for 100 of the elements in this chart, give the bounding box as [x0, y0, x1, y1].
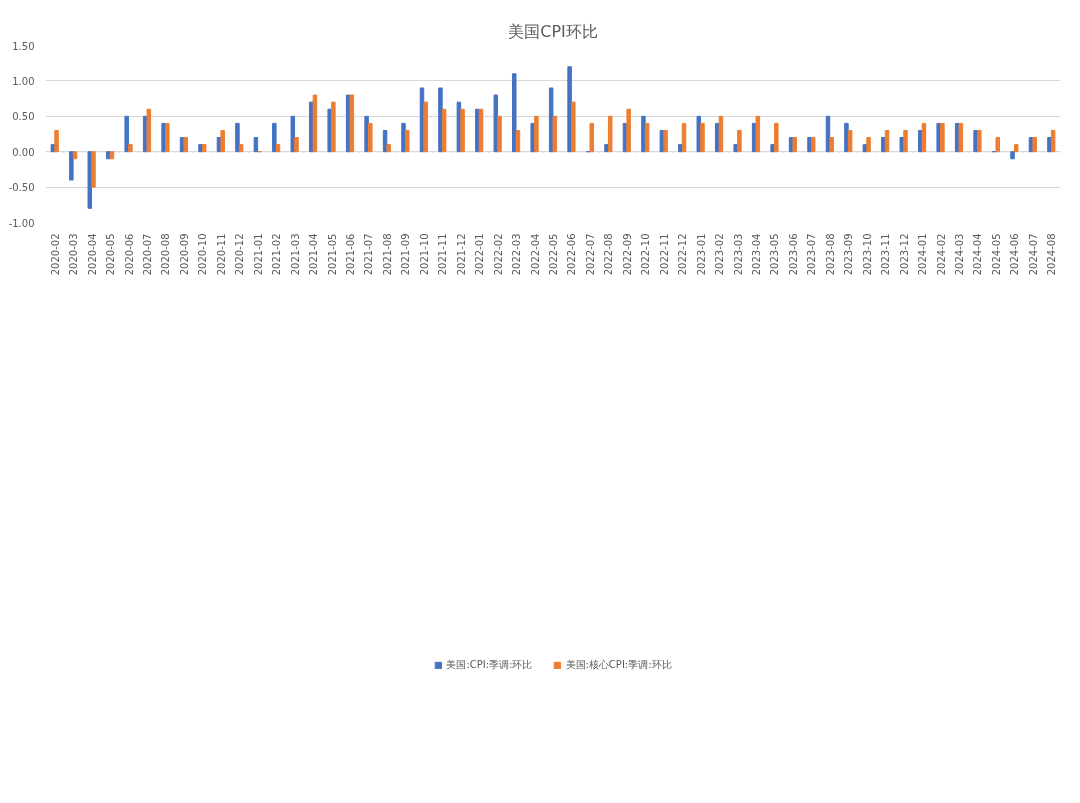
bar	[87, 151, 93, 209]
x-tick-label: 2023-04	[751, 233, 762, 276]
bar	[438, 87, 443, 153]
x-tick-label: 2022-06	[566, 233, 578, 276]
bar	[91, 151, 96, 188]
legend-label: 美国:CPI:季调:环比	[446, 657, 533, 672]
bar	[903, 129, 908, 153]
bar	[626, 108, 631, 153]
x-tick-label: 2020-08	[160, 233, 172, 276]
x-tick-label: 2020-07	[142, 233, 153, 276]
x-tick-label: 2023-10	[861, 233, 873, 276]
y-tick-label: 1.00	[12, 75, 35, 87]
bar	[511, 73, 517, 153]
bar	[423, 101, 428, 153]
x-tick-label: 2024-06	[1009, 233, 1021, 276]
bar	[737, 129, 742, 153]
x-tick-label: 2023-11	[880, 233, 892, 276]
bar	[105, 151, 111, 160]
bar	[124, 115, 129, 153]
bar	[493, 94, 499, 153]
bar	[235, 122, 240, 153]
bar	[290, 115, 296, 153]
bar	[72, 151, 78, 160]
x-tick-label: 2020-04	[86, 233, 98, 276]
bar	[899, 137, 905, 153]
bar	[770, 144, 775, 153]
bar	[847, 129, 853, 153]
bar	[977, 129, 982, 153]
bar	[1047, 137, 1052, 153]
x-tick-label: 2023-05	[769, 233, 781, 276]
bar	[294, 137, 299, 153]
y-tick-label: 0.00	[12, 146, 35, 158]
bar	[275, 144, 281, 153]
bar	[641, 115, 646, 153]
x-tick-label: 2022-12	[677, 233, 689, 276]
x-tick-label: 2023-03	[732, 233, 744, 276]
legend-label: 美国:核心CPI:季调:环比	[565, 657, 672, 672]
bar	[567, 66, 572, 153]
x-tick-label: 2021-07	[363, 233, 375, 276]
x-tick-label: 2020-11	[215, 233, 227, 276]
x-tick-label: 2021-11	[437, 233, 449, 276]
bar	[663, 129, 668, 153]
bar	[456, 101, 462, 153]
x-tick-label: 2020-12	[234, 233, 246, 276]
bar	[404, 129, 410, 153]
bar	[364, 115, 369, 153]
x-tick-label: 2022-04	[529, 233, 541, 276]
bar	[109, 151, 115, 160]
x-tick-label: 2024-03	[954, 233, 965, 276]
bar	[401, 122, 406, 153]
x-tick-label: 2024-08	[1046, 233, 1058, 276]
bar	[958, 122, 964, 153]
x-tick-label: 2023-06	[787, 233, 799, 276]
bar	[238, 144, 244, 153]
x-tick-label: 2021-05	[326, 233, 338, 276]
bar	[331, 101, 336, 153]
x-tick-label: 2021-02	[271, 233, 283, 276]
bar	[54, 129, 59, 153]
y-tick-label: 0.50	[12, 111, 35, 123]
bar	[497, 115, 502, 153]
x-tick-label: 2020-06	[123, 233, 135, 276]
bar	[1050, 129, 1056, 153]
bar	[696, 115, 702, 153]
bar	[368, 122, 373, 153]
x-tick-label: 2021-08	[381, 233, 393, 276]
bar	[607, 115, 613, 153]
bar	[995, 137, 1001, 153]
y-tick-label: -0.50	[8, 182, 35, 194]
bar	[866, 137, 871, 153]
x-tick-label: 2022-03	[511, 233, 523, 276]
bar	[220, 129, 225, 153]
bar	[644, 122, 650, 153]
bar	[604, 144, 609, 153]
x-tick-label: 2023-08	[824, 233, 836, 276]
bar	[1010, 151, 1015, 160]
bar	[755, 115, 761, 153]
y-tick-label: -1.00	[8, 217, 35, 229]
x-tick-label: 2024-07	[1027, 233, 1039, 276]
x-tick-label: 2021-12	[455, 233, 467, 276]
bar	[69, 151, 74, 181]
bar	[349, 94, 355, 153]
bar	[165, 122, 170, 153]
x-tick-label: 2021-06	[345, 233, 356, 276]
x-tick-label: 2020-05	[105, 233, 117, 276]
bar	[552, 115, 558, 153]
bar	[460, 108, 465, 153]
x-tick-label: 2022-09	[621, 233, 633, 276]
x-tick-label: 2020-02	[49, 233, 61, 276]
bar	[678, 144, 683, 153]
bar	[571, 101, 576, 153]
x-tick-label: 2021-10	[418, 233, 430, 276]
bar	[146, 108, 152, 153]
x-tick-label: 2022-01	[474, 233, 486, 276]
bar	[940, 122, 945, 153]
x-tick-label: 2023-09	[843, 233, 855, 276]
x-tick-label: 2022-11	[658, 233, 670, 276]
x-tick-label: 2021-04	[308, 233, 320, 276]
bar	[386, 144, 392, 153]
bar	[881, 137, 886, 153]
x-tick-label: 2022-08	[603, 233, 615, 276]
